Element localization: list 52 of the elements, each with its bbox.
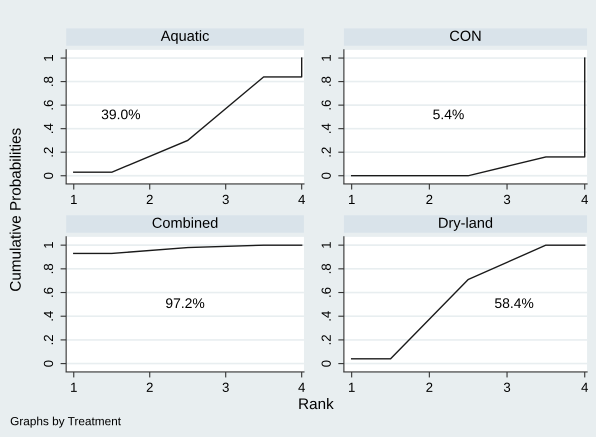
y-tick-label: .4: [44, 311, 53, 321]
annotation: 97.2%: [166, 298, 204, 308]
text: Graphs by Treatment: [10, 416, 121, 428]
x-tick-label: 3: [222, 382, 229, 392]
y-tick-label: .8: [322, 76, 331, 86]
y-tick-label: 0: [322, 360, 331, 367]
annotation: 5.4%: [433, 110, 464, 120]
y-tick-label: 1: [322, 242, 331, 248]
chart-title: Aquatic: [160, 30, 209, 44]
x-tick-label: 4: [298, 382, 305, 392]
x-tick-label: 3: [504, 194, 510, 204]
x-tick-label: 3: [504, 382, 510, 392]
x-tick-label: 3: [222, 194, 229, 204]
chart-title: Dry-land: [439, 217, 492, 231]
annotation: 39.0%: [102, 109, 140, 120]
chart-title: Combined: [152, 217, 218, 228]
y-tick-label: .4: [322, 311, 331, 321]
y-tick-label: .6: [322, 100, 331, 110]
y-tick-label: .8: [44, 76, 54, 86]
y-tick-label: .6: [44, 288, 54, 297]
x-tick-label: 1: [349, 194, 355, 204]
x-tick-label: 1: [71, 382, 77, 392]
y-tick-label: 1: [44, 55, 53, 61]
annotation: 58.4%: [494, 298, 534, 308]
y-tick-label: .8: [44, 264, 54, 274]
y-tick-label: .4: [322, 124, 331, 133]
y-tick-label: 0: [322, 172, 331, 179]
y-tick-label: 1: [322, 55, 331, 61]
x-axis-title: Rank: [299, 398, 334, 410]
y-tick-label: .2: [44, 147, 53, 156]
y-tick-label: .2: [44, 335, 53, 344]
chart-title: CON: [450, 30, 480, 41]
line-series: [73, 57, 302, 173]
y-tick-label: .2: [322, 335, 331, 344]
y-tick-label: 0: [44, 172, 54, 179]
x-tick-label: 4: [298, 194, 305, 204]
y-tick-label: 0: [44, 360, 54, 367]
y-tick-label: .8: [322, 264, 331, 274]
y-tick-label: .6: [322, 288, 331, 297]
y-tick-label: .2: [322, 147, 331, 156]
x-tick-label: 1: [71, 194, 77, 204]
x-tick-label: 2: [426, 382, 432, 392]
x-tick-label: 2: [146, 194, 153, 204]
x-tick-label: 2: [426, 194, 432, 204]
y-tick-label: .4: [44, 124, 53, 133]
y-tick-label: 1: [44, 242, 53, 248]
x-tick-label: 4: [581, 382, 588, 392]
x-tick-label: 2: [146, 382, 153, 392]
y-axis-title: Cumulative Probabilities: [10, 128, 21, 291]
y-tick-label: .6: [44, 100, 54, 110]
x-tick-label: 4: [581, 194, 588, 204]
x-tick-label: 1: [349, 382, 355, 392]
